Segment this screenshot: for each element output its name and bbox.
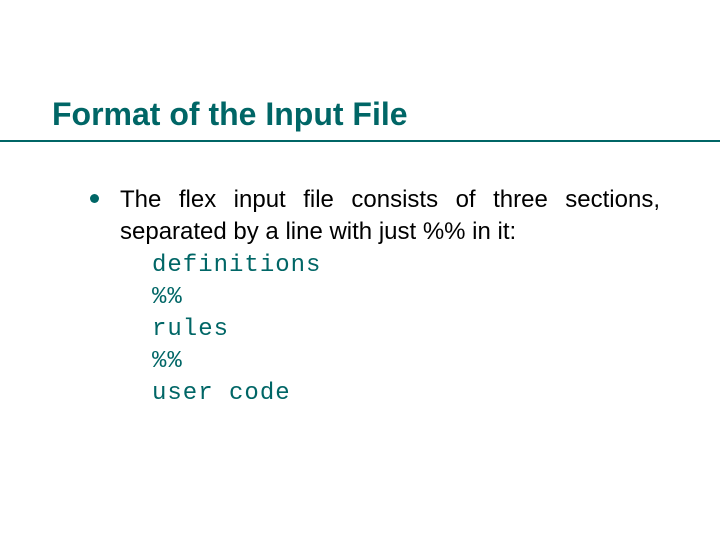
bullet-item: The flex input file consists of three se… xyxy=(90,184,660,248)
title-underline xyxy=(0,140,720,142)
code-line: rules xyxy=(152,314,660,346)
code-line: %% xyxy=(152,346,660,378)
bullet-text: The flex input file consists of three se… xyxy=(120,184,660,248)
code-block: definitions %% rules %% user code xyxy=(152,250,660,410)
slide: Format of the Input File The flex input … xyxy=(0,0,720,540)
code-line: definitions xyxy=(152,250,660,282)
code-line: user code xyxy=(152,378,660,410)
slide-body: The flex input file consists of three se… xyxy=(90,184,660,410)
bullet-dot-icon xyxy=(90,194,99,203)
title-region: Format of the Input File xyxy=(52,96,680,133)
slide-title: Format of the Input File xyxy=(52,96,680,133)
code-line: %% xyxy=(152,282,660,314)
